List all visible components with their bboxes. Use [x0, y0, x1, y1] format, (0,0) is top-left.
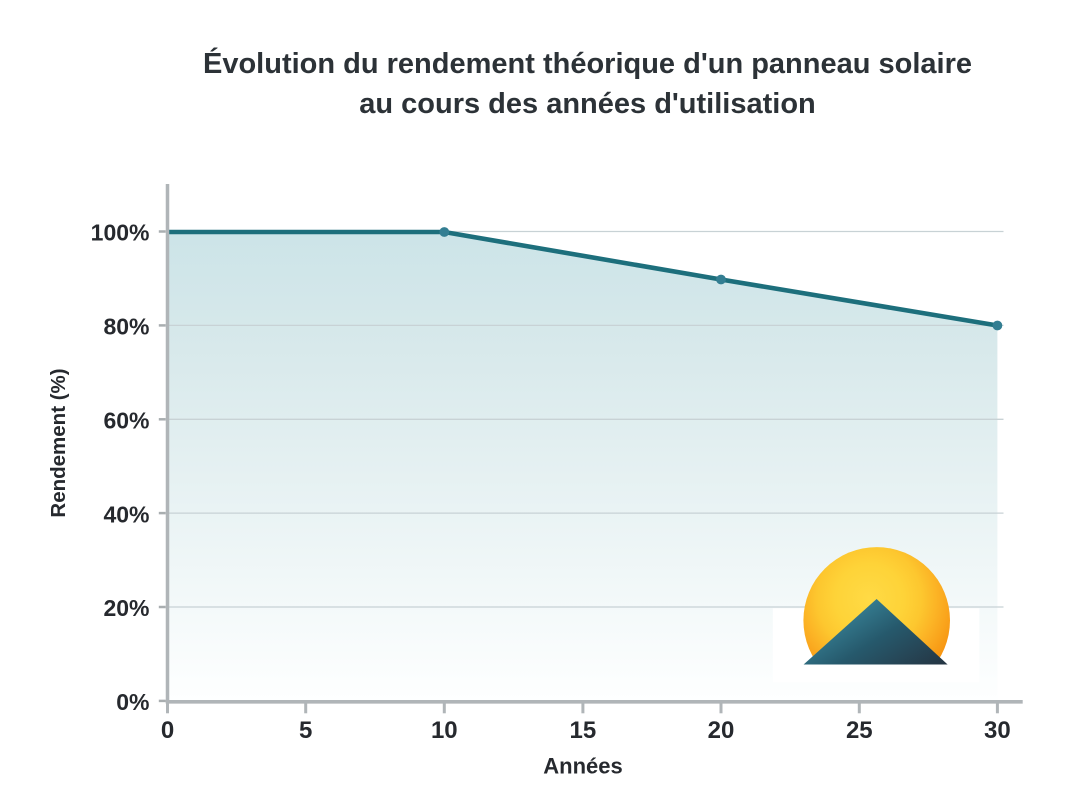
svg-text:Années: Années — [543, 754, 622, 779]
svg-text:20: 20 — [708, 717, 735, 744]
svg-text:20%: 20% — [103, 595, 149, 621]
svg-text:100%: 100% — [91, 220, 150, 246]
svg-text:15: 15 — [570, 717, 597, 744]
svg-text:Rendement (%): Rendement (%) — [47, 368, 70, 517]
svg-text:30: 30 — [984, 717, 1011, 744]
svg-text:0%: 0% — [116, 689, 149, 715]
svg-text:0: 0 — [161, 717, 174, 744]
svg-text:10: 10 — [431, 717, 458, 744]
svg-text:5: 5 — [299, 717, 312, 744]
svg-text:40%: 40% — [103, 501, 149, 527]
svg-text:60%: 60% — [103, 408, 149, 434]
svg-text:80%: 80% — [103, 314, 149, 340]
svg-text:25: 25 — [846, 717, 873, 744]
